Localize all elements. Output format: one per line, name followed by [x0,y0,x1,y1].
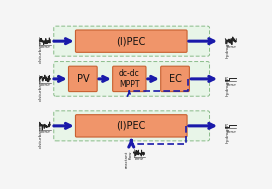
FancyBboxPatch shape [54,26,209,56]
Text: time: time [226,130,236,134]
Text: time: time [40,130,50,134]
Text: hydrogen: hydrogen [225,37,229,58]
Text: time: time [40,83,50,87]
Text: hydrogen: hydrogen [225,122,229,143]
Text: (I)PEC: (I)PEC [117,121,146,131]
Text: disturbance: disturbance [39,122,43,148]
Text: time: time [226,45,236,49]
Text: time: time [226,83,236,87]
Text: time: time [40,45,50,49]
Text: reactant
flow: reactant flow [124,150,133,168]
Text: disturbance: disturbance [39,75,43,101]
FancyBboxPatch shape [75,30,187,52]
FancyBboxPatch shape [113,66,146,92]
FancyBboxPatch shape [161,66,189,92]
Text: (I)PEC: (I)PEC [117,36,146,46]
Text: dc-dc
MPPT: dc-dc MPPT [119,69,140,89]
Text: hydrogen: hydrogen [225,75,229,96]
Text: EC: EC [169,74,181,84]
FancyBboxPatch shape [54,62,209,96]
FancyBboxPatch shape [75,115,187,137]
Text: PV: PV [76,74,89,84]
Text: time: time [135,157,144,161]
Text: disturbance: disturbance [39,37,43,63]
FancyBboxPatch shape [54,111,209,141]
FancyBboxPatch shape [69,66,97,92]
